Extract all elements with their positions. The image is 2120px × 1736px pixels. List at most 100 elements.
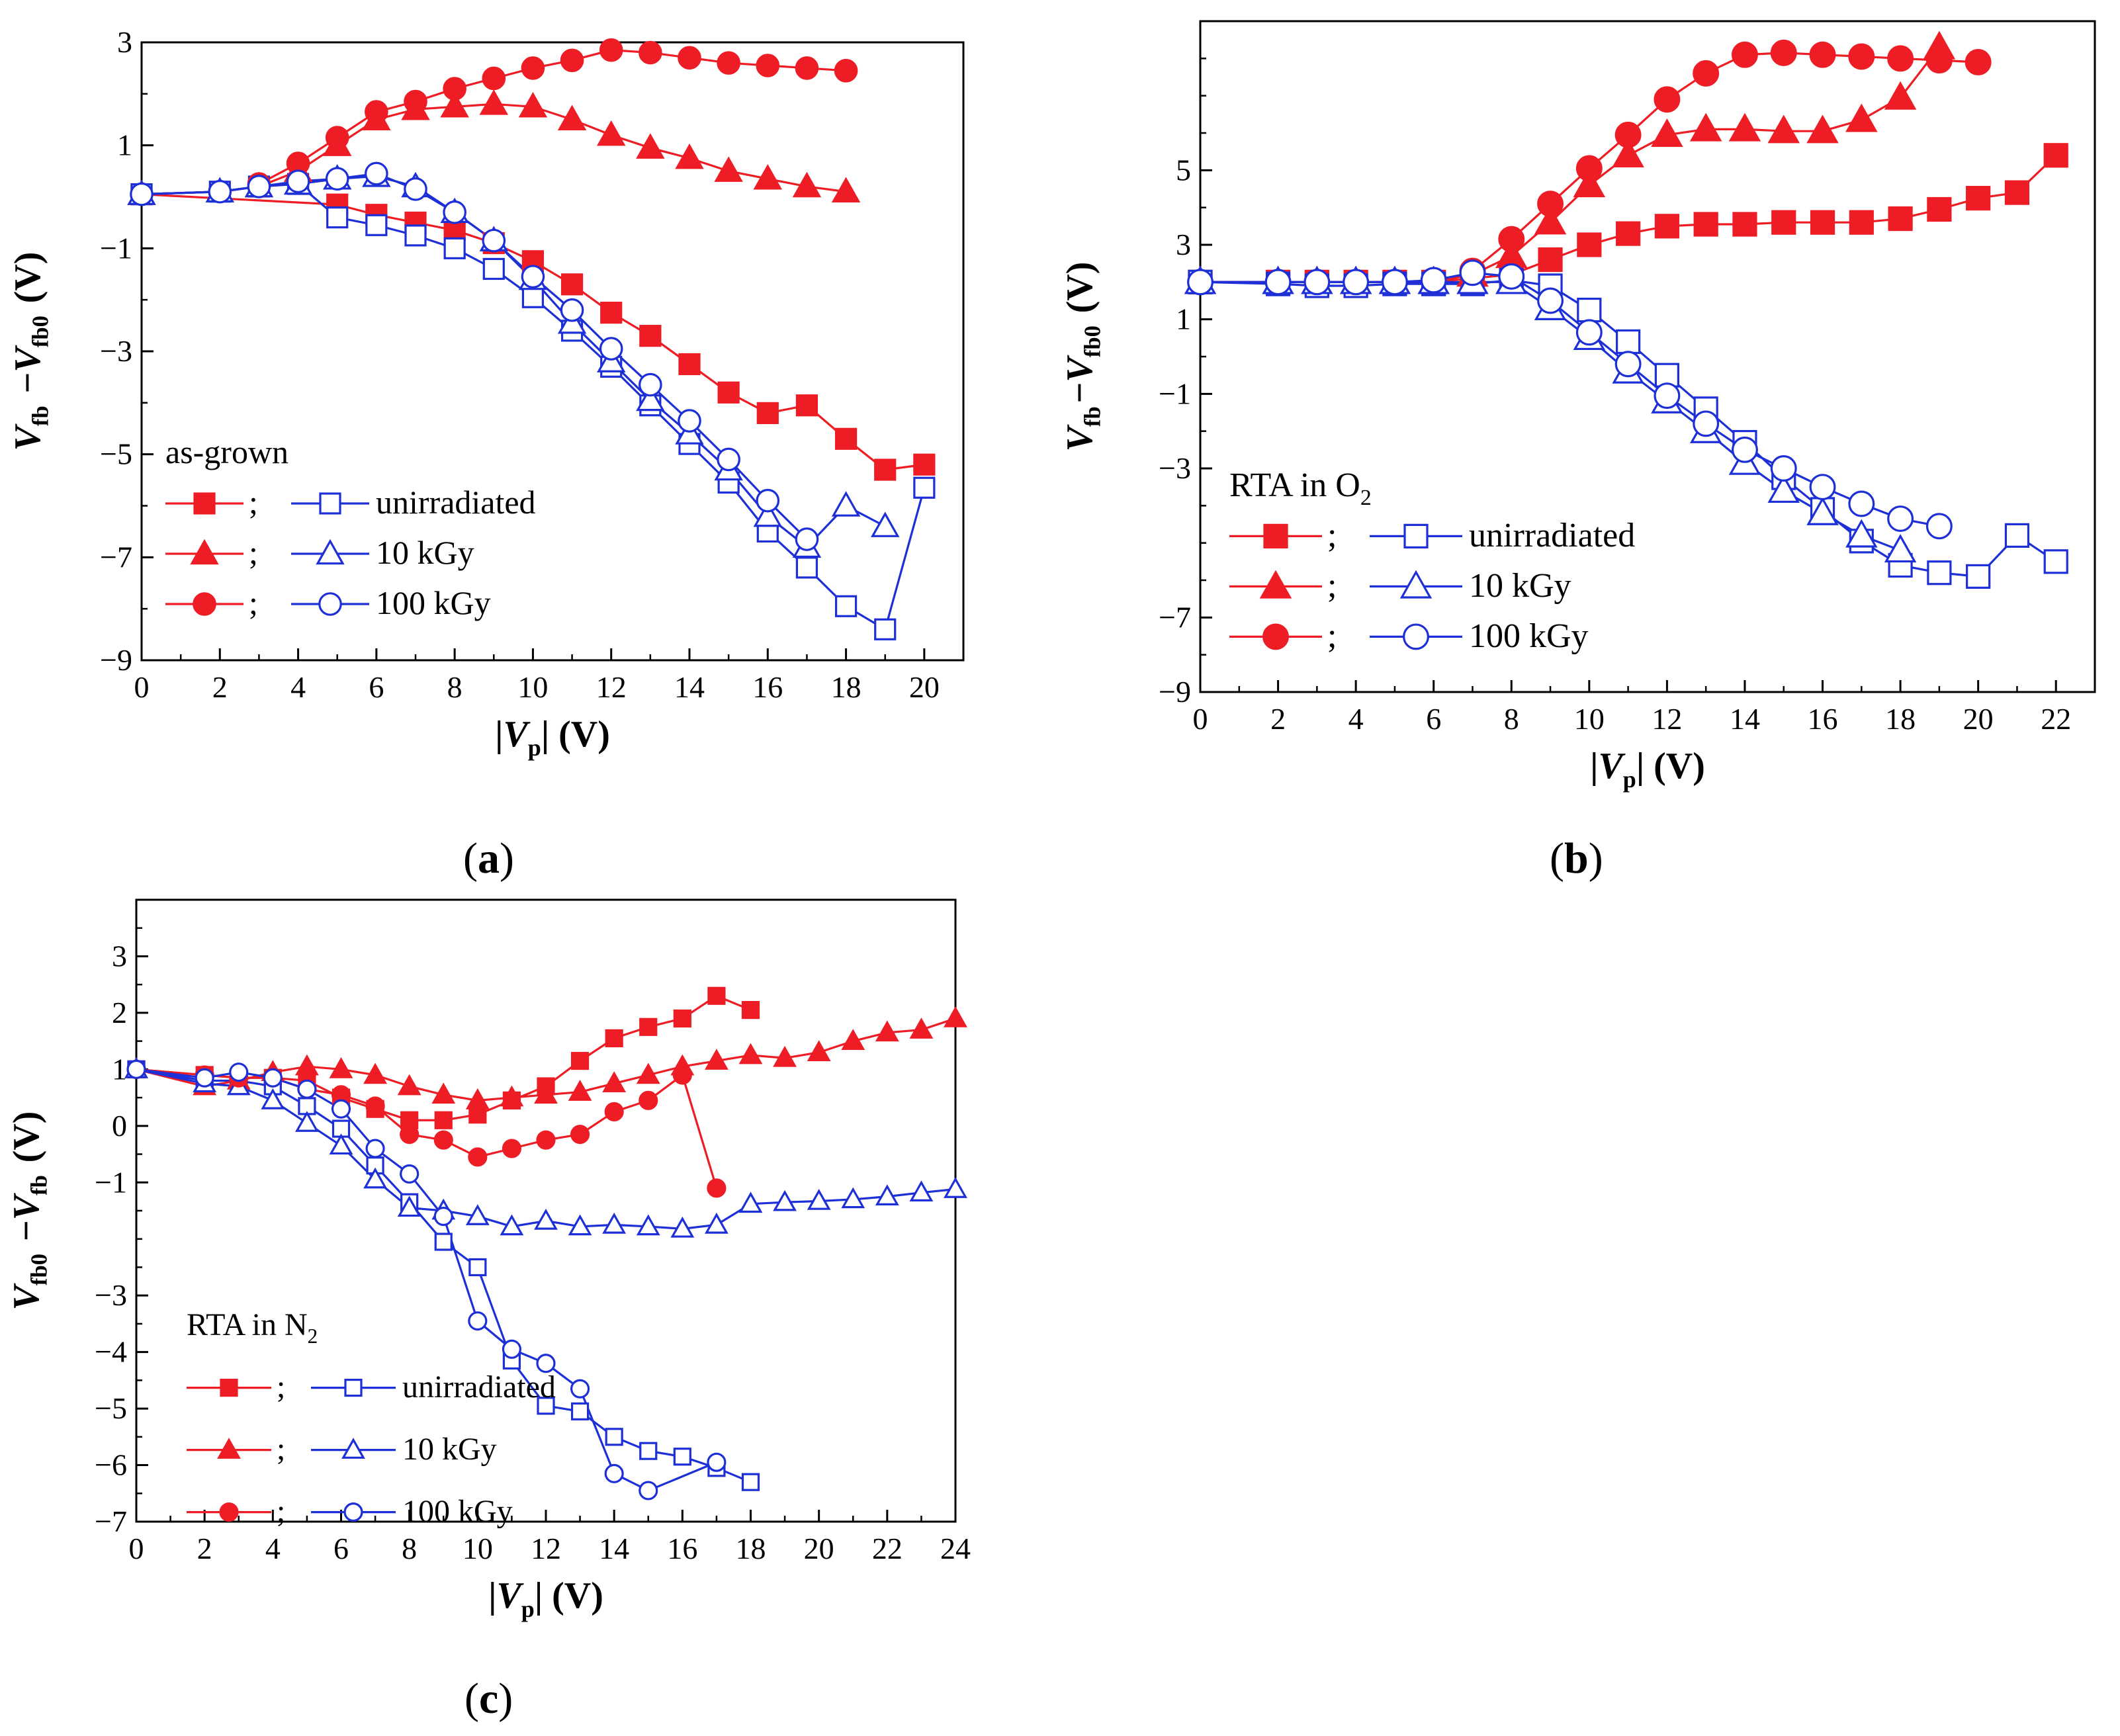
data-layer (124, 986, 967, 1500)
y-tick-label: −9 (1159, 675, 1191, 709)
data-point-series-1 (2004, 523, 2030, 548)
x-tick-label: 10 (1574, 702, 1605, 736)
data-point-series-1 (834, 595, 858, 617)
series-line-3 (1200, 281, 1901, 552)
data-point-series-3 (944, 1177, 967, 1198)
data-point-series-0 (1616, 221, 1641, 246)
panel-a: 0 2 4 6 8 10 12 14 16 18 20 −9 −7 −5 −3 −1 1 3 |Vp| (V) Vfb… (7, 25, 965, 761)
legend-marker-filled (193, 592, 216, 616)
legend-marker-filled (193, 492, 216, 515)
y-tick-label: 5 (1176, 153, 1191, 187)
data-point-series-5 (1575, 319, 1603, 346)
data-point-series-5 (130, 182, 154, 206)
y-tick-label: −3 (95, 1278, 127, 1312)
data-point-series-5 (1654, 382, 1681, 410)
data-point-series-5 (521, 265, 545, 288)
data-point-series-4 (502, 1139, 521, 1158)
data-point-series-5 (560, 298, 584, 322)
x-tick-label: 10 (517, 670, 548, 704)
data-point-series-3 (807, 1189, 831, 1210)
data-point-series-1 (795, 556, 818, 579)
data-point-series-1 (482, 257, 505, 281)
data-point-series-4 (1575, 155, 1603, 182)
data-point-series-5 (263, 1068, 283, 1088)
data-point-series-2 (440, 92, 469, 118)
legend-marker-filled (1263, 523, 1288, 549)
data-point-series-5 (404, 177, 427, 201)
legend-separator: ; (249, 484, 258, 521)
legend-marker-filled (1259, 570, 1292, 599)
data-point-series-2 (596, 120, 626, 146)
data-point-series-2 (738, 1043, 763, 1064)
data-point-series-2 (1573, 169, 1606, 198)
data-point-series-0 (468, 1106, 487, 1124)
series-line-4 (136, 1068, 718, 1189)
data-point-series-4 (599, 38, 623, 62)
data-point-series-5 (1848, 490, 1875, 517)
x-tick-label: 22 (872, 1532, 903, 1565)
data-point-series-5 (1303, 269, 1331, 296)
x-tick-label: 4 (265, 1532, 281, 1565)
data-layer (127, 38, 936, 640)
data-point-series-0 (834, 427, 858, 450)
data-point-series-5 (126, 1059, 146, 1079)
y-axis-label: Vfb0 −Vfb (V) (6, 1111, 52, 1311)
data-point-series-3 (636, 1214, 660, 1236)
x-tick-label: 8 (447, 670, 463, 704)
series-line-0 (141, 193, 925, 471)
data-point-series-1 (443, 237, 466, 259)
data-point-series-2 (636, 133, 665, 159)
data-point-series-5 (795, 527, 819, 551)
data-point-series-5 (433, 1206, 453, 1227)
data-point-series-0 (560, 273, 584, 296)
legend-marker-filled (219, 1502, 239, 1522)
data-point-series-2 (636, 1063, 660, 1084)
data-point-series-4 (1654, 86, 1681, 113)
x-tick-label: 18 (736, 1532, 766, 1565)
legend-label: unirradiated (402, 1369, 556, 1405)
x-tick-label: 12 (596, 670, 627, 704)
data-point-series-2 (1651, 118, 1683, 148)
data-point-series-2 (431, 1082, 456, 1104)
data-point-series-0 (639, 325, 662, 347)
data-point-series-4 (433, 1130, 453, 1150)
data-point-series-4 (717, 51, 740, 75)
legend-separator: ; (1327, 617, 1337, 655)
data-point-series-4 (468, 1147, 488, 1167)
data-point-series-3 (773, 1190, 797, 1211)
legend-title: as-grown (165, 433, 288, 470)
data-point-series-1 (326, 206, 349, 229)
x-tick-label: 6 (333, 1532, 349, 1565)
y-tick-label: −3 (100, 334, 132, 368)
data-point-series-2 (534, 1082, 558, 1104)
data-point-series-3 (636, 385, 665, 412)
data-point-series-2 (792, 171, 822, 198)
data-point-series-4 (325, 126, 349, 150)
data-point-series-0 (600, 302, 623, 324)
series-line-2 (1200, 46, 1941, 283)
data-point-series-5 (1381, 269, 1408, 296)
legend-label: unirradiated (1469, 517, 1635, 554)
x-tick-label: 2 (197, 1532, 212, 1565)
panel-c: 0 2 4 6 8 10 12 14 16 18 20 22 24−7−6−5−4−3−10123|Vp… (6, 898, 971, 1622)
x-tick-label: 14 (1730, 702, 1760, 736)
data-point-series-5 (1925, 513, 1953, 540)
x-tick-label: 6 (369, 670, 384, 704)
y-tick-label: −7 (1159, 600, 1191, 634)
data-point-series-0 (678, 353, 701, 376)
data-point-series-1 (874, 618, 897, 640)
data-point-series-5 (570, 1379, 590, 1399)
data-point-series-4 (1809, 41, 1836, 68)
data-point-series-0 (874, 458, 897, 481)
data-point-series-1 (365, 214, 388, 236)
y-tick-label: −1 (95, 1165, 127, 1199)
x-tick-label: 12 (531, 1532, 561, 1565)
data-point-series-4 (365, 1096, 385, 1116)
x-tick-label: 16 (752, 670, 783, 704)
y-tick-label: −4 (95, 1335, 127, 1369)
data-point-series-2 (1767, 114, 1800, 144)
data-point-series-3 (1884, 534, 1917, 563)
data-point-series-5 (1537, 287, 1564, 314)
data-point-series-3 (753, 501, 783, 527)
